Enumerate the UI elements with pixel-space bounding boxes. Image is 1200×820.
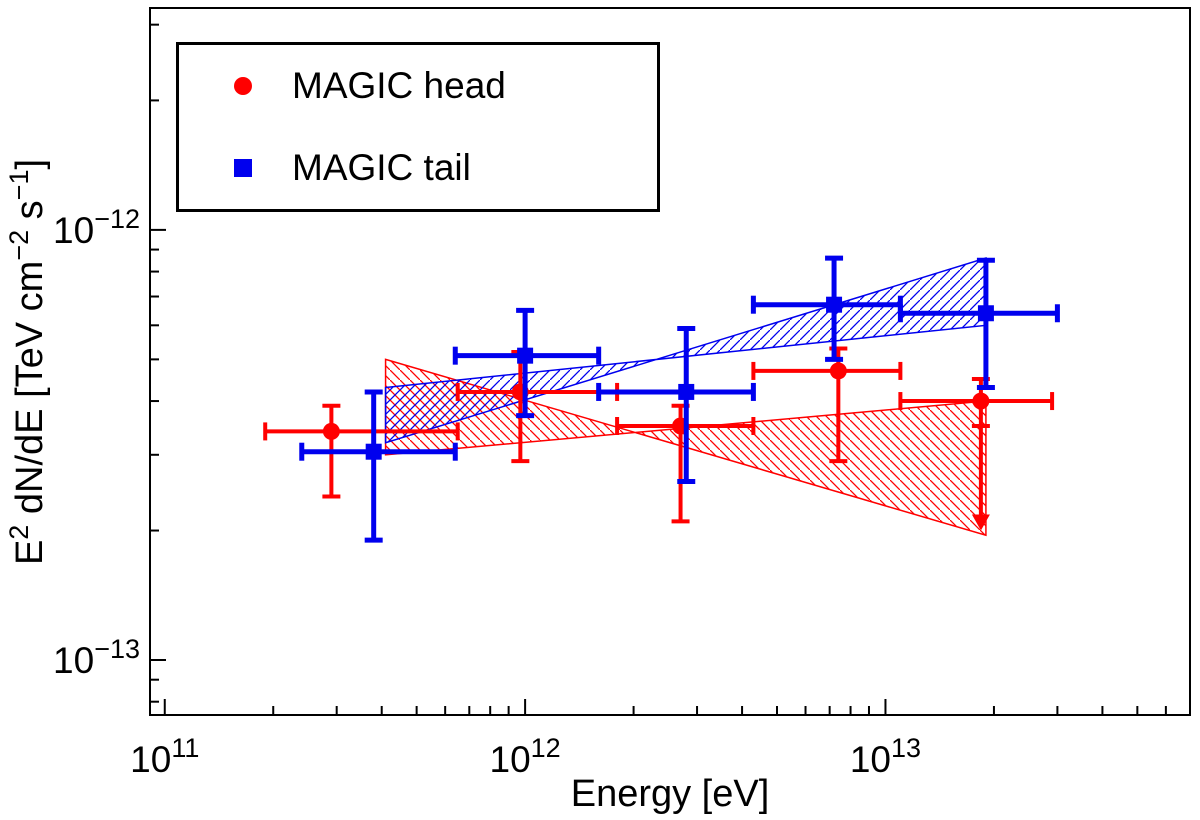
tail-square-marker-icon xyxy=(234,159,252,177)
data-point xyxy=(972,392,990,410)
data-point xyxy=(977,305,994,322)
y-tick-label: 10−12 xyxy=(53,204,140,251)
data-point xyxy=(365,443,382,460)
data-point xyxy=(517,347,534,364)
legend-entry-head: MAGIC head xyxy=(179,45,657,127)
data-point xyxy=(829,362,847,380)
data-point xyxy=(826,296,843,313)
x-tick-label: 1013 xyxy=(850,733,921,780)
x-tick-label: 1012 xyxy=(490,733,561,780)
y-axis-title: E2 dN/dE [TeV cm−2 s−1] xyxy=(4,159,51,565)
x-tick-label: 1011 xyxy=(130,733,199,780)
upper-limit-arrow xyxy=(971,425,990,531)
arrow-head-icon xyxy=(971,514,990,531)
legend-label-tail: MAGIC tail xyxy=(292,147,471,188)
head-circle-marker-icon xyxy=(234,77,252,95)
series-magic-tail xyxy=(299,255,1060,543)
legend-entry-tail: MAGIC tail xyxy=(179,127,657,209)
legend-label-head: MAGIC head xyxy=(292,65,506,106)
axes-layer: 1011 1012 1013 10−12 10−13 xyxy=(53,7,1191,780)
data-point xyxy=(678,383,695,400)
data-point xyxy=(322,422,340,440)
plot-frame xyxy=(149,7,1191,716)
y-tick-label: 10−13 xyxy=(53,634,140,681)
x-axis-title: Energy [eV] xyxy=(571,773,770,815)
legend: MAGIC head MAGIC tail xyxy=(176,42,660,212)
data-points-layer xyxy=(263,255,1060,543)
